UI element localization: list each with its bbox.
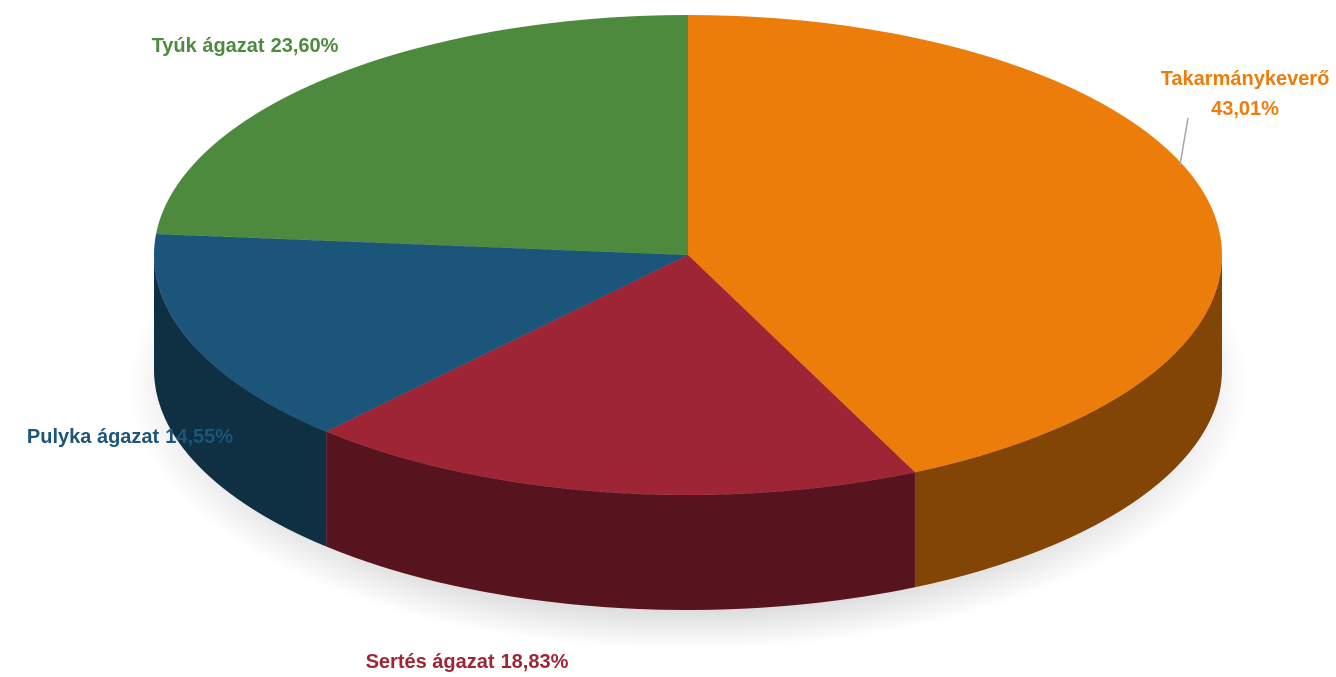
slice	[156, 15, 688, 255]
label-category: Tyúk ágazat	[152, 35, 265, 57]
slice	[688, 15, 1223, 473]
data-label: Pulyka ágazat 14,55%	[27, 426, 233, 448]
sides	[154, 255, 1222, 610]
slice	[153, 233, 688, 432]
data-label: Takarmánykeverő 43,01%	[1161, 68, 1330, 120]
data-label: Tyúk ágazat 23,60%	[152, 35, 339, 57]
label-value: 23,60%	[271, 35, 339, 57]
slice-side	[154, 255, 327, 547]
slice-side	[326, 431, 915, 610]
tops	[153, 15, 1223, 496]
label-value: 43,01%	[1211, 98, 1279, 120]
labels: Takarmánykeverő 43,01% Sertés ágazat 18,83%…	[27, 35, 1329, 673]
data-label: Sertés ágazat 18,83%	[366, 651, 569, 673]
label-value: 14,55%	[165, 426, 233, 448]
label-value: 18,83%	[501, 651, 569, 673]
label-category: Pulyka ágazat	[27, 426, 160, 448]
leader-line	[1179, 117, 1189, 166]
label-category: Takarmánykeverő	[1161, 68, 1330, 90]
label-category: Sertés ágazat	[366, 651, 495, 673]
slice-side	[914, 255, 1222, 588]
slice	[326, 255, 915, 496]
